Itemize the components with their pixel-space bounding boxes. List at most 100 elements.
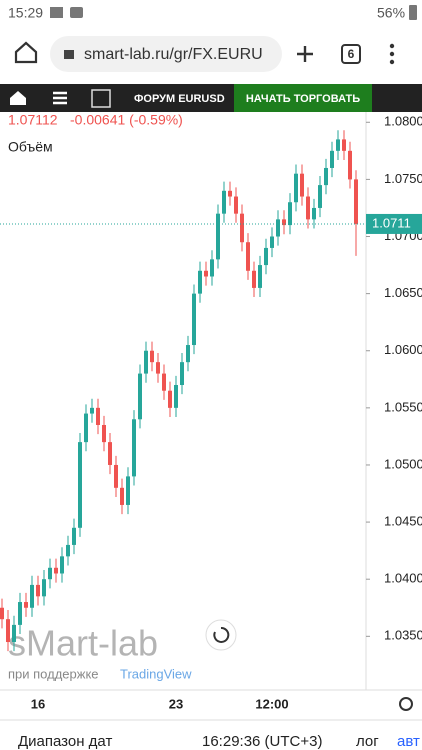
candle-body <box>324 167 328 186</box>
candle-body <box>30 584 34 608</box>
credit-prefix: при поддержке <box>8 666 99 681</box>
candle-body <box>354 179 358 224</box>
x-tick-label: 12:00 <box>255 696 288 711</box>
candle-body <box>132 419 136 477</box>
candle-body <box>348 150 352 180</box>
trade-button-label[interactable]: НАЧАТЬ ТОРГОВАТЬ <box>246 93 360 105</box>
candle-body <box>90 407 94 414</box>
date-range-button[interactable]: Диапазон дат <box>18 733 112 750</box>
candle-body <box>96 407 100 425</box>
nav-icon[interactable] <box>91 89 111 108</box>
auto-toggle[interactable]: авт <box>397 733 420 750</box>
candle-body <box>264 247 268 266</box>
candle-body <box>270 236 274 248</box>
candle-body <box>66 544 70 557</box>
y-tick-label: 1.0600 <box>384 342 422 357</box>
candle-body <box>204 270 208 277</box>
candle-body <box>312 207 316 220</box>
candle-body <box>282 219 286 226</box>
candle-body <box>150 350 154 363</box>
trade-button[interactable] <box>234 84 372 112</box>
tab-count: 6 <box>348 47 355 61</box>
candle-body <box>318 185 322 208</box>
clock: 16:29:36 (UTC+3) <box>202 733 322 750</box>
x-tick-label: 23 <box>169 696 183 711</box>
y-tick-label: 1.0500 <box>384 456 422 471</box>
candle-body <box>180 362 184 386</box>
lock-icon <box>64 50 74 59</box>
settings-button[interactable] <box>399 697 413 711</box>
last-price-label: 1.0711 <box>372 215 411 230</box>
status-icon <box>70 7 83 18</box>
candle-body <box>258 265 262 288</box>
candle-body <box>294 173 298 203</box>
nav-home[interactable] <box>10 91 26 105</box>
candle-body <box>228 190 232 197</box>
forum-link[interactable]: ФОРУМ EURUSD <box>134 93 225 105</box>
candle-body <box>222 190 226 214</box>
nav-menu[interactable] <box>53 91 67 105</box>
candle-body <box>102 424 106 443</box>
candle-body <box>330 150 334 168</box>
reset-icon <box>213 626 230 643</box>
candle-body <box>162 373 166 391</box>
candle-body <box>306 196 310 220</box>
menu-button[interactable] <box>389 43 395 65</box>
reset-button[interactable] <box>205 619 237 651</box>
candle-body <box>192 293 196 346</box>
candle-body <box>168 390 172 408</box>
x-tick-label: 16 <box>31 696 45 711</box>
legend-price: 1.07112 <box>8 112 58 128</box>
candle-body <box>252 270 256 288</box>
candle-body <box>216 213 220 260</box>
candle-body <box>300 173 304 197</box>
candle-body <box>198 270 202 294</box>
new-tab-button[interactable] <box>297 46 313 62</box>
candle-body <box>174 385 178 408</box>
watermark: sMart-lab <box>8 623 158 664</box>
candle-body <box>60 556 64 574</box>
battery-level: 56% <box>377 5 405 21</box>
last-price-tag <box>366 213 422 234</box>
candle-body <box>288 202 292 226</box>
candle-body <box>156 362 160 374</box>
y-tick-label: 1.0350 <box>384 628 422 643</box>
candle-body <box>120 487 124 505</box>
y-tick-label: 1.0800 <box>384 114 422 129</box>
candle-body <box>24 602 28 608</box>
candle-body <box>126 476 130 505</box>
candle-body <box>144 350 148 374</box>
legend-change: -0.00641 (-0.59%) <box>70 112 183 128</box>
tabs-button[interactable] <box>341 44 361 64</box>
candle-body <box>276 219 280 237</box>
candle-body <box>246 242 250 271</box>
candle-body <box>114 464 118 488</box>
candle-body <box>72 527 76 545</box>
candle-body <box>12 624 16 643</box>
candle-body <box>336 139 340 151</box>
url[interactable]: smart-lab.ru/gr/FX.EURU <box>84 46 263 63</box>
candle-body <box>0 607 4 620</box>
candle-body <box>54 567 58 574</box>
home-button[interactable] <box>14 41 38 64</box>
y-tick-label: 1.0750 <box>384 171 422 186</box>
candle-body <box>36 584 40 597</box>
address-bar[interactable] <box>50 36 282 72</box>
candle-body <box>6 619 10 643</box>
candle-body <box>84 413 88 443</box>
candle-body <box>42 579 46 597</box>
candle-body <box>342 139 346 151</box>
volume-label: Объём <box>8 139 53 155</box>
log-toggle[interactable]: лог <box>356 733 379 750</box>
candle-body <box>240 213 244 243</box>
y-tick-label: 1.0650 <box>384 285 422 300</box>
candle-body <box>108 442 112 465</box>
credit-brand[interactable]: TradingView <box>120 666 192 681</box>
candle-body <box>48 567 52 580</box>
status-icon <box>50 7 63 18</box>
candle-body <box>234 196 238 214</box>
battery-icon <box>409 5 417 20</box>
candle-body <box>210 259 214 277</box>
candle-body <box>138 373 142 420</box>
